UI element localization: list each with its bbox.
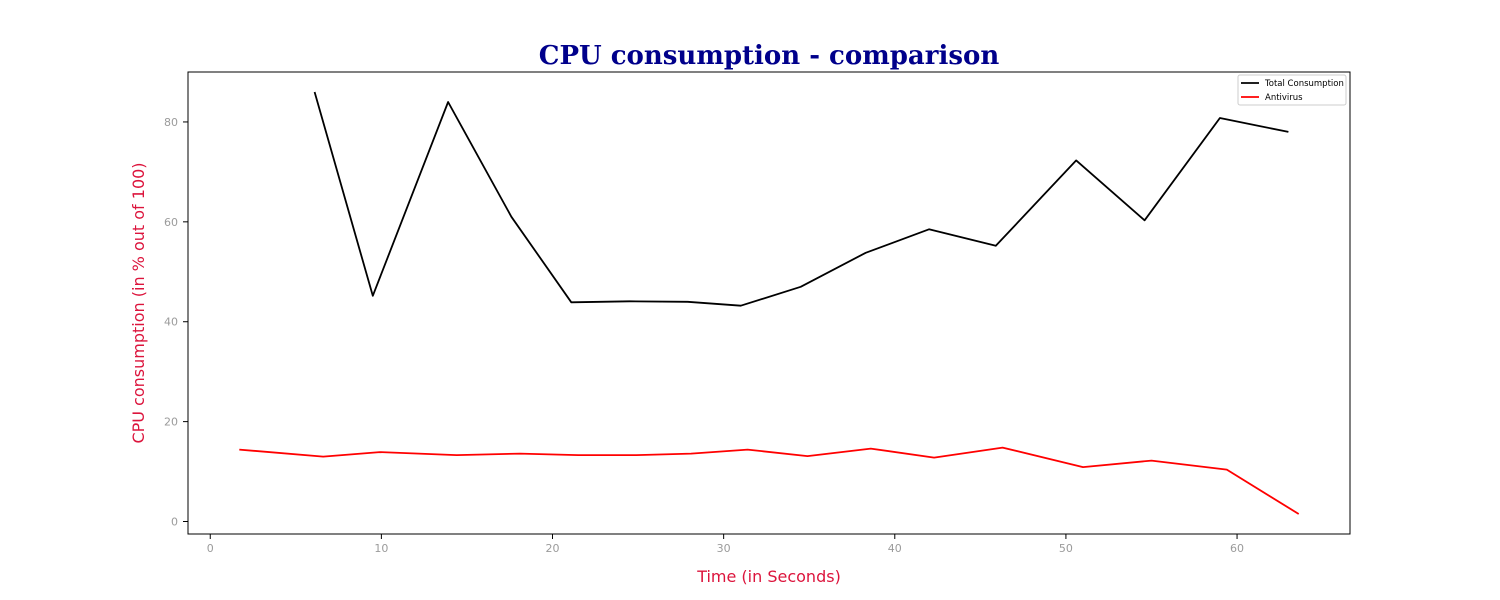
legend-label: Antivirus: [1265, 93, 1303, 103]
x-tick-label: 60: [1230, 542, 1244, 555]
legend-label: Total Consumption: [1264, 79, 1344, 89]
plot-frame: [187, 71, 1351, 535]
x-tick-label: 50: [1059, 542, 1073, 555]
series-line-total-consumption: [313, 91, 1289, 307]
x-tick-label: 30: [717, 542, 731, 555]
y-axis-label: CPU consumption (in % out of 100): [129, 162, 148, 443]
x-axis-label: Time (in Seconds): [696, 567, 841, 586]
legend-box: [1237, 74, 1347, 106]
y-tick-label: 20: [164, 416, 178, 429]
legend: Total Consumption Antivirus: [1237, 74, 1347, 106]
plot-area: [187, 71, 1351, 535]
chart-title: CPU consumption - comparison: [539, 41, 1000, 71]
y-axis: 0 20 40 60 80: [164, 116, 188, 529]
series-line-antivirus: [239, 446, 1300, 515]
y-tick-label: 0: [171, 516, 178, 529]
y-tick-label: 40: [164, 316, 178, 329]
x-tick-label: 10: [374, 542, 388, 555]
y-tick-label: 80: [164, 116, 178, 129]
x-tick-label: 20: [546, 542, 560, 555]
series-lines: [239, 91, 1300, 515]
x-tick-label: 0: [207, 542, 214, 555]
x-tick-label: 40: [888, 542, 902, 555]
x-axis: 0 10 20 30 40 50 60: [207, 534, 1244, 555]
y-tick-label: 60: [164, 216, 178, 229]
